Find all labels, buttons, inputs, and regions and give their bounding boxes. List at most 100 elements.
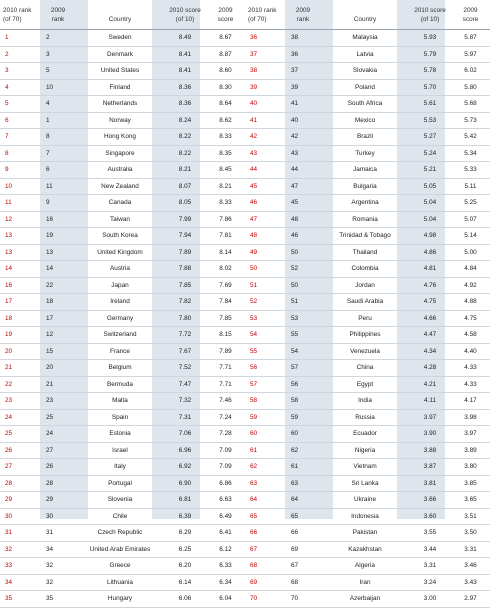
cell-2009-rank: 17 xyxy=(40,310,76,327)
cell-2009-rank: 4 xyxy=(40,95,76,113)
cell-2009-score: 6.86 xyxy=(206,475,245,492)
cell-2010-rank: 64 xyxy=(245,491,285,509)
header-country: Country xyxy=(76,0,164,30)
cell-2009-rank: 69 xyxy=(285,541,321,558)
table-row: 19 12 Switzerland 7.72 8.15 xyxy=(0,326,245,344)
cell-2009-rank: 47 xyxy=(285,178,321,195)
cell-2010-score: 3.81 xyxy=(409,475,451,492)
cell-country: Spain xyxy=(76,409,164,426)
cell-2009-score: 5.87 xyxy=(451,29,490,47)
cell-country: Jamaica xyxy=(321,161,409,179)
cell-2009-rank: 21 xyxy=(40,376,76,393)
cell-2009-score: 7.09 xyxy=(206,458,245,476)
cell-2009-rank: 25 xyxy=(40,409,76,426)
cell-2009-score: 3.43 xyxy=(451,574,490,591)
table-row: 69 68 Iran 3.24 3.43 xyxy=(245,574,490,591)
cell-2009-score: 8.87 xyxy=(206,46,245,63)
table-row: 54 55 Philippines 4.47 4.58 xyxy=(245,326,490,344)
table-row: 38 37 Slovakia 5.78 6.02 xyxy=(245,62,490,80)
cell-2010-rank: 35 xyxy=(0,590,40,608)
cell-2009-score: 8.45 xyxy=(206,161,245,179)
cell-2009-score: 7.71 xyxy=(206,359,245,377)
cell-2010-rank: 33 xyxy=(0,557,40,575)
cell-2009-rank: 26 xyxy=(40,458,76,476)
cell-2009-score: 7.86 xyxy=(206,211,245,228)
cell-2010-score: 4.66 xyxy=(409,310,451,327)
cell-2009-rank: 67 xyxy=(285,557,321,575)
cell-2010-score: 5.53 xyxy=(409,112,451,129)
cell-country: Slovakia xyxy=(321,62,409,80)
table-row: 70 70 Azerbaijan 3.00 2.97 xyxy=(245,590,490,608)
cell-country: South Africa xyxy=(321,95,409,113)
cell-2009-score: 5.00 xyxy=(451,244,490,261)
cell-country: Argentina xyxy=(321,194,409,212)
cell-2010-score: 5.70 xyxy=(409,79,451,96)
table-row: 44 44 Jamaica 5.21 5.33 xyxy=(245,161,490,179)
cell-2010-score: 3.31 xyxy=(409,557,451,575)
cell-2010-score: 3.90 xyxy=(409,425,451,443)
cell-2010-rank: 2 xyxy=(0,46,40,63)
cell-2010-score: 4.98 xyxy=(409,227,451,245)
cell-2009-score: 6.63 xyxy=(206,491,245,509)
cell-2009-score: 8.15 xyxy=(206,326,245,344)
cell-2009-rank: 2 xyxy=(40,29,76,47)
table-row: 2 3 Denmark 8.41 8.87 xyxy=(0,46,245,63)
cell-country: Jordan xyxy=(321,277,409,294)
table-row: 1 2 Sweden 8.49 8.67 xyxy=(0,29,245,47)
cell-2009-score: 8.64 xyxy=(206,95,245,113)
cell-2009-score: 7.84 xyxy=(206,293,245,311)
table-row: 48 46 Trinidad & Tobago 4.98 5.14 xyxy=(245,227,490,245)
cell-2010-score: 7.82 xyxy=(164,293,206,311)
cell-2009-rank: 36 xyxy=(285,46,321,63)
cell-2010-score: 7.89 xyxy=(164,244,206,261)
cell-2009-rank: 39 xyxy=(285,79,321,96)
cell-2009-rank: 34 xyxy=(40,541,76,558)
cell-2009-rank: 46 xyxy=(285,227,321,245)
cell-2009-score: 6.04 xyxy=(206,590,245,608)
cell-2010-rank: 43 xyxy=(245,145,285,162)
cell-country: Indonesia xyxy=(321,508,409,525)
table-row: 39 39 Poland 5.70 5.80 xyxy=(245,79,490,96)
cell-2010-score: 7.94 xyxy=(164,227,206,245)
cell-2010-score: 7.88 xyxy=(164,260,206,278)
table-row: 35 35 Hungary 6.06 6.04 xyxy=(0,590,245,608)
cell-2010-rank: 28 xyxy=(0,475,40,492)
cell-2010-score: 8.49 xyxy=(164,29,206,47)
cell-2009-rank: 20 xyxy=(40,359,76,377)
cell-2009-rank: 9 xyxy=(40,194,76,212)
cell-2009-score: 5.68 xyxy=(451,95,490,113)
table-row: 36 38 Malaysia 5.93 5.87 xyxy=(245,29,490,47)
table-row: 29 29 Slovenia 6.81 6.63 xyxy=(0,491,245,509)
table-row: 50 52 Colombia 4.81 4.84 xyxy=(245,260,490,278)
cell-2009-rank: 63 xyxy=(285,475,321,492)
cell-2009-score: 5.97 xyxy=(451,46,490,63)
cell-2010-rank: 44 xyxy=(245,161,285,179)
cell-2009-rank: 6 xyxy=(40,161,76,179)
cell-country: Sri Lanka xyxy=(321,475,409,492)
table-row: 43 43 Turkey 5.24 5.34 xyxy=(245,145,490,162)
table-row: 49 50 Thailand 4.86 5.00 xyxy=(245,244,490,261)
cell-2010-score: 5.04 xyxy=(409,211,451,228)
table-row: 68 67 Algeria 3.31 3.46 xyxy=(245,557,490,575)
cell-country: Norway xyxy=(76,112,164,129)
cell-2010-score: 3.88 xyxy=(409,442,451,459)
table-panel-left: 2010 rank (of 70) 2009 rank Country 2010 s… xyxy=(0,0,245,608)
cell-2010-score: 4.28 xyxy=(409,359,451,377)
cell-2009-rank: 1 xyxy=(40,112,76,129)
cell-country: Lithuania xyxy=(76,574,164,591)
cell-2009-score: 3.85 xyxy=(451,475,490,492)
table-row: 32 34 United Arab Emirates 6.25 6.12 xyxy=(0,541,245,558)
cell-2009-score: 3.97 xyxy=(451,425,490,443)
header-2010-rank: 2010 rank (of 70) xyxy=(245,0,285,30)
cell-2010-rank: 45 xyxy=(245,178,285,195)
cell-country: Finland xyxy=(76,79,164,96)
table-row: 56 57 China 4.28 4.33 xyxy=(245,359,490,377)
cell-2009-rank: 54 xyxy=(285,343,321,360)
cell-2009-rank: 7 xyxy=(40,145,76,162)
cell-2009-score: 2.97 xyxy=(451,590,490,608)
cell-2009-rank: 37 xyxy=(285,62,321,80)
cell-country: Philippines xyxy=(321,326,409,344)
rankings-table-right: 2010 rank (of 70) 2009 rank Country 2010 s… xyxy=(245,0,490,608)
cell-2010-score: 8.24 xyxy=(164,112,206,129)
cell-country: Venezuela xyxy=(321,343,409,360)
